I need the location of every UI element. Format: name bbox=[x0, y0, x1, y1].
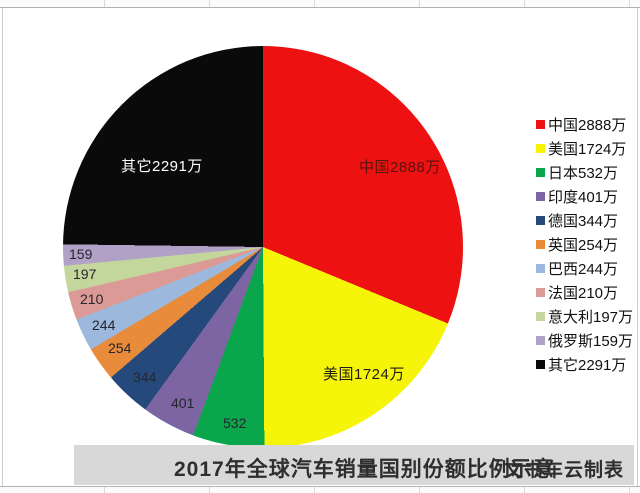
legend-label-china: 中国2888万 bbox=[548, 116, 627, 134]
pie-label-japan: 532 bbox=[223, 415, 247, 431]
legend-label-germany: 德国344万 bbox=[548, 212, 619, 230]
legend-swatch-uk bbox=[536, 239, 545, 249]
pie-label-others: 其它2291万 bbox=[121, 158, 203, 175]
pie-label-uk: 254 bbox=[108, 340, 132, 356]
legend-swatch-china bbox=[536, 119, 545, 129]
pie-label-russia: 159 bbox=[69, 246, 93, 262]
legend-item-germany[interactable]: 德国344万 bbox=[536, 208, 633, 232]
pie-label-india: 401 bbox=[171, 395, 195, 411]
chart-legend: 中国2888万 美国1724万 日本532万 印度401万 德国344万 英国2… bbox=[536, 112, 633, 376]
legend-item-russia[interactable]: 俄罗斯159万 bbox=[536, 328, 633, 352]
legend-swatch-france bbox=[536, 287, 545, 297]
chart-credit: 文书车云制表 bbox=[503, 460, 624, 481]
chart-title-cell[interactable]: 2017年全球汽车销量国别份额比例示意 文书车云制表 bbox=[74, 445, 634, 485]
legend-label-russia: 俄罗斯159万 bbox=[548, 332, 634, 350]
pie-label-italy: 197 bbox=[73, 266, 97, 282]
legend-item-india[interactable]: 印度401万 bbox=[536, 184, 633, 208]
legend-item-brazil[interactable]: 巴西244万 bbox=[536, 256, 633, 280]
legend-swatch-germany bbox=[536, 215, 545, 225]
pie-chart[interactable] bbox=[63, 46, 463, 448]
legend-item-others[interactable]: 其它2291万 bbox=[536, 352, 633, 376]
legend-item-japan[interactable]: 日本532万 bbox=[536, 160, 633, 184]
pie-label-usa: 美国1724万 bbox=[323, 366, 405, 383]
pie-label-brazil: 244 bbox=[92, 317, 116, 333]
legend-label-usa: 美国1724万 bbox=[548, 140, 627, 158]
legend-label-italy: 意大利197万 bbox=[548, 308, 634, 326]
legend-swatch-others bbox=[536, 359, 545, 369]
sheet-gridline-strip-top bbox=[0, 0, 640, 8]
legend-swatch-japan bbox=[536, 167, 545, 177]
legend-item-usa[interactable]: 美国1724万 bbox=[536, 136, 633, 160]
legend-swatch-india bbox=[536, 191, 545, 201]
legend-label-uk: 英国254万 bbox=[548, 236, 619, 254]
legend-item-uk[interactable]: 英国254万 bbox=[536, 232, 633, 256]
legend-label-others: 其它2291万 bbox=[548, 356, 627, 374]
legend-label-brazil: 巴西244万 bbox=[548, 260, 619, 278]
chart-area: 中国2888万 美国1724万 532 401 344 254 244 210 … bbox=[2, 8, 638, 486]
pie-label-china: 中国2888万 bbox=[359, 159, 441, 176]
legend-label-india: 印度401万 bbox=[548, 188, 619, 206]
pie-label-germany: 344 bbox=[133, 369, 157, 385]
legend-item-china[interactable]: 中国2888万 bbox=[536, 112, 633, 136]
chart-title: 2017年全球汽车销量国别份额比例示意 bbox=[174, 458, 555, 481]
legend-swatch-usa bbox=[536, 143, 545, 153]
pie-label-france: 210 bbox=[80, 291, 104, 307]
legend-label-france: 法国210万 bbox=[548, 284, 619, 302]
legend-label-japan: 日本532万 bbox=[548, 164, 619, 182]
legend-swatch-russia bbox=[536, 335, 545, 345]
legend-swatch-brazil bbox=[536, 263, 545, 273]
legend-item-italy[interactable]: 意大利197万 bbox=[536, 304, 633, 328]
legend-swatch-italy bbox=[536, 311, 545, 321]
sheet-gridline-strip-bottom bbox=[0, 486, 640, 493]
legend-item-france[interactable]: 法国210万 bbox=[536, 280, 633, 304]
